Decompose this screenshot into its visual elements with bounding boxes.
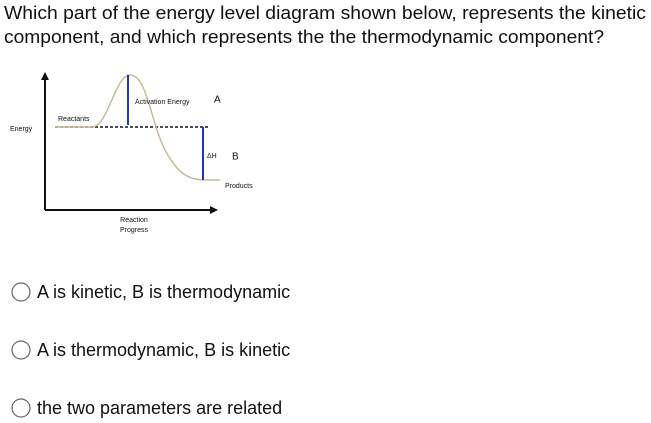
products-label: Products — [225, 183, 253, 190]
reactants-label: Reactants — [58, 116, 90, 123]
energy-curve — [55, 74, 220, 181]
x-axis-label: Progress — [120, 227, 149, 234]
x-axis-label: Reaction — [120, 217, 148, 224]
radio-button[interactable] — [11, 398, 31, 418]
options: A is kinetic, B is thermodynamic A is the… — [11, 282, 290, 418]
radio-button[interactable] — [11, 340, 31, 360]
option[interactable]: the two parameters are related — [11, 398, 282, 418]
question-line: Which part of the energy level diagram s… — [4, 3, 646, 23]
option-label[interactable]: A is kinetic, B is thermodynamic — [37, 282, 290, 302]
activation-energy-label: Activation Energy — [135, 99, 190, 106]
option-label[interactable]: A is thermodynamic, B is kinetic — [37, 340, 290, 360]
option-label[interactable]: the two parameters are related — [37, 398, 282, 418]
y-axis-label: Energy — [10, 126, 33, 133]
question-line: component, and which represents the the … — [4, 27, 604, 47]
y-axis-arrow — [41, 72, 49, 80]
radio-button[interactable] — [11, 282, 31, 302]
marker-a: A — [214, 95, 221, 106]
option[interactable]: A is thermodynamic, B is kinetic — [11, 340, 290, 360]
energy-diagram: Energy Reactants Activation Energy A ΔH … — [10, 72, 253, 234]
delta-h-label: ΔH — [207, 153, 217, 160]
option[interactable]: A is kinetic, B is thermodynamic — [11, 282, 290, 302]
x-axis-arrow — [210, 206, 218, 214]
marker-b: B — [232, 152, 239, 163]
